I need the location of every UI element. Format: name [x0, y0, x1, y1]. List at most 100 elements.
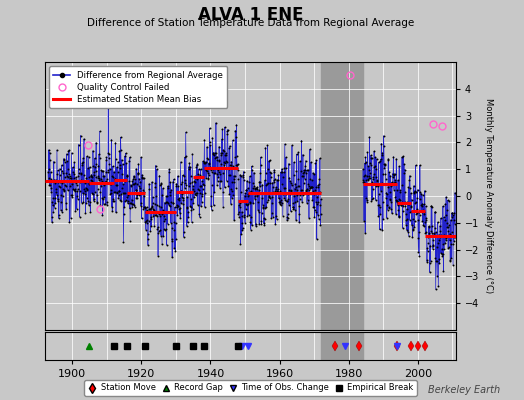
Point [205, 161, 213, 167]
Point [392, 198, 401, 204]
Point [372, 182, 380, 189]
Point [169, 176, 178, 183]
Point [59, 186, 67, 192]
Point [299, 151, 307, 158]
Point [303, 200, 311, 206]
Point [142, 209, 150, 215]
Point [52, 191, 61, 198]
Point [427, 203, 435, 209]
Point [158, 207, 167, 213]
Point [172, 236, 180, 242]
Point [135, 184, 144, 191]
Point [279, 184, 288, 191]
Point [181, 129, 190, 136]
Point [166, 192, 174, 198]
Point [308, 183, 316, 190]
Point [132, 187, 140, 193]
Point [92, 139, 100, 146]
Point [123, 194, 131, 200]
Point [100, 201, 108, 207]
Point [387, 198, 396, 205]
Point [114, 188, 123, 194]
Point [255, 221, 264, 228]
Point [189, 182, 197, 189]
Point [312, 199, 320, 205]
Point [216, 184, 224, 191]
Point [270, 166, 278, 173]
Point [83, 153, 91, 160]
Point [375, 191, 383, 198]
Point [267, 173, 275, 180]
Point [431, 209, 439, 216]
Point [306, 185, 314, 191]
Point [207, 203, 215, 210]
Point [377, 140, 386, 147]
Point [117, 198, 125, 204]
Point [56, 172, 64, 178]
Point [165, 202, 173, 208]
Point [401, 211, 410, 218]
Point [70, 170, 78, 177]
Point [128, 180, 137, 187]
Point [57, 192, 66, 198]
Point [266, 195, 274, 202]
Point [183, 194, 191, 200]
Point [188, 179, 196, 186]
Point [142, 226, 150, 233]
Point [209, 151, 217, 157]
Point [190, 190, 199, 197]
Point [179, 201, 187, 207]
Point [189, 205, 197, 212]
Point [212, 150, 221, 156]
Point [366, 170, 374, 176]
Point [96, 155, 104, 161]
Point [245, 191, 254, 197]
Point [235, 209, 243, 216]
Point [138, 175, 146, 181]
Point [274, 186, 282, 193]
Point [248, 190, 257, 196]
Point [315, 180, 323, 187]
Point [444, 245, 452, 251]
Point [73, 196, 82, 202]
Point [153, 226, 161, 232]
Point [261, 144, 270, 151]
Point [405, 177, 413, 183]
Point [424, 234, 432, 240]
Point [286, 190, 294, 197]
Point [74, 166, 83, 172]
Point [74, 186, 82, 192]
Point [156, 213, 164, 219]
Point [291, 199, 299, 206]
Point [427, 203, 435, 210]
Point [247, 163, 256, 170]
Point [107, 136, 116, 143]
Point [290, 159, 298, 165]
Point [364, 167, 373, 174]
Point [402, 227, 411, 233]
Point [155, 203, 163, 210]
Point [378, 199, 387, 205]
Point [123, 172, 132, 178]
Point [158, 210, 166, 217]
Point [110, 168, 118, 175]
Point [202, 166, 211, 172]
Point [118, 170, 126, 177]
Point [123, 172, 131, 179]
Point [125, 157, 134, 164]
Point [276, 198, 284, 205]
Point [272, 184, 280, 190]
Point [99, 196, 107, 202]
Point [136, 179, 145, 185]
Point [233, 164, 242, 171]
Point [376, 158, 385, 164]
Point [144, 218, 152, 225]
Point [53, 147, 61, 153]
Point [49, 209, 58, 215]
Point [438, 250, 446, 257]
Point [441, 201, 450, 207]
Point [106, 186, 115, 193]
Point [243, 202, 251, 208]
Point [205, 125, 214, 131]
Point [128, 204, 136, 210]
